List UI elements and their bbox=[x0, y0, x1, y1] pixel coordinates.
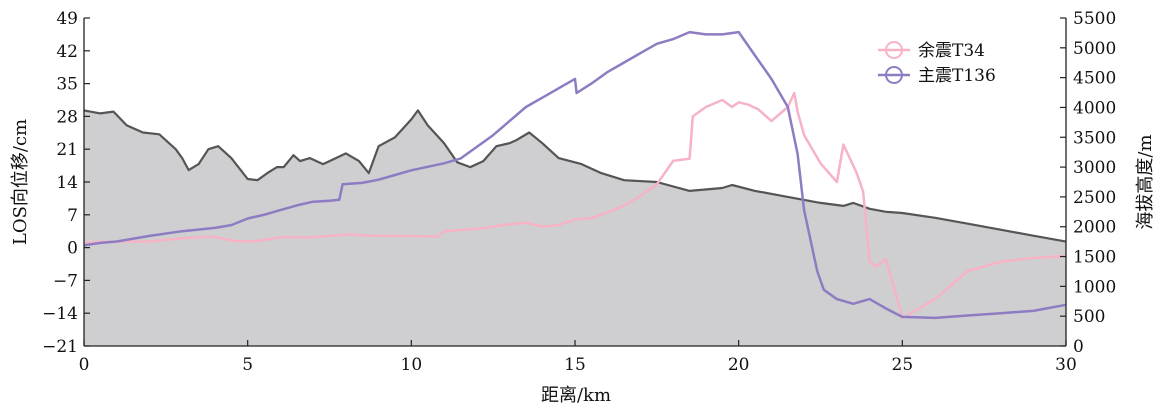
x-tick-label: 5 bbox=[242, 355, 253, 375]
left-tick-label: 21 bbox=[56, 140, 78, 160]
left-tick-label: 49 bbox=[56, 9, 78, 29]
legend-label-aftershock: 余震T34 bbox=[918, 41, 985, 61]
axes bbox=[83, 17, 1067, 347]
right-tick-label: 1500 bbox=[1073, 248, 1116, 268]
left-tick-label: −7 bbox=[53, 271, 78, 291]
right-axis-title: 海拔高度/m bbox=[1135, 134, 1156, 229]
terrain-area bbox=[84, 110, 1066, 347]
x-tick-label: 15 bbox=[564, 355, 586, 375]
left-tick-label: 28 bbox=[56, 107, 78, 127]
x-tick-label: 0 bbox=[79, 355, 90, 375]
legend-item-mainshock: 主震T136 bbox=[878, 66, 996, 86]
right-tick-label: 500 bbox=[1073, 307, 1105, 327]
left-tick-label: 0 bbox=[67, 239, 78, 259]
left-tick-label: −21 bbox=[42, 337, 78, 357]
legend-marker-mainshock bbox=[885, 66, 903, 84]
legend-label-mainshock: 主震T136 bbox=[918, 66, 996, 86]
left-tick-label: −14 bbox=[42, 304, 78, 324]
terrain-line bbox=[83, 109, 1067, 243]
right-tick-label: 2500 bbox=[1073, 188, 1116, 208]
x-tick-label: 30 bbox=[1055, 355, 1077, 375]
x-tick-label: 25 bbox=[892, 355, 914, 375]
legend-item-aftershock: 余震T34 bbox=[878, 41, 985, 61]
plot-area bbox=[83, 30, 1067, 347]
right-tick-label: 5000 bbox=[1073, 39, 1116, 59]
legend-marker-aftershock bbox=[885, 41, 903, 59]
mainshock-line bbox=[83, 30, 1067, 320]
right-tick-label: 4000 bbox=[1073, 98, 1116, 118]
tick-labels: 0 5 10 15 20 25 30 −21 −14 −7 0 7 14 21 28 35 42 49 0 500 10… bbox=[42, 9, 1116, 375]
right-tick-label: 4500 bbox=[1073, 69, 1116, 89]
right-tick-label: 3000 bbox=[1073, 158, 1116, 178]
x-tick-label: 20 bbox=[728, 355, 750, 375]
terrain-series bbox=[83, 109, 1067, 347]
left-tick-label: 42 bbox=[56, 42, 78, 62]
right-tick-label: 1000 bbox=[1073, 277, 1116, 297]
left-tick-label: 35 bbox=[56, 75, 78, 95]
x-tick-label: 10 bbox=[401, 355, 423, 375]
left-tick-label: 7 bbox=[67, 206, 78, 226]
aftershock-line bbox=[83, 91, 1067, 320]
right-tick-label: 2000 bbox=[1073, 218, 1116, 238]
legend: 余震T34 主震T136 bbox=[878, 41, 996, 86]
left-tick-label: 14 bbox=[56, 173, 78, 193]
left-axis-title: LOS向位移/cm bbox=[10, 119, 31, 245]
right-tick-label: 0 bbox=[1073, 337, 1084, 357]
displacement-series bbox=[83, 30, 1067, 320]
right-tick-label: 3500 bbox=[1073, 128, 1116, 148]
x-axis-title: 距离/km bbox=[541, 385, 611, 406]
right-tick-label: 5500 bbox=[1073, 9, 1116, 29]
